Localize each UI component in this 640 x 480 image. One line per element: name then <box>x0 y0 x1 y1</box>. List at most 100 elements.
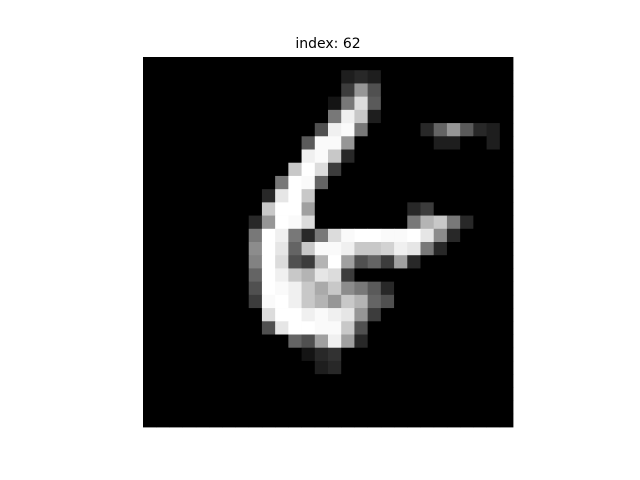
pixel <box>473 400 487 415</box>
pixel <box>301 136 316 150</box>
pixel <box>248 123 263 137</box>
pixel <box>288 57 302 71</box>
pixel <box>407 321 421 335</box>
pixel <box>275 321 289 335</box>
pixel <box>288 294 302 309</box>
pixel <box>182 294 197 309</box>
pixel <box>195 109 210 124</box>
pixel <box>367 96 382 111</box>
pixel <box>367 347 382 362</box>
pixel <box>433 215 448 230</box>
pixel <box>407 255 421 269</box>
pixel <box>261 268 276 283</box>
pixel <box>380 228 395 243</box>
pixel <box>328 400 342 415</box>
pixel <box>499 308 514 322</box>
pixel <box>209 294 223 309</box>
pixel <box>235 360 250 375</box>
pixel <box>222 360 236 375</box>
pixel <box>314 136 329 150</box>
pixel <box>275 70 289 84</box>
pixel <box>433 400 448 415</box>
pixel <box>460 321 474 335</box>
pixel <box>182 268 197 283</box>
pixel <box>328 268 342 283</box>
pixel <box>473 109 487 124</box>
pixel <box>195 308 210 322</box>
pixel <box>275 136 289 150</box>
pixel <box>288 308 302 322</box>
pixel <box>420 96 435 111</box>
pixel <box>473 123 487 137</box>
pixel <box>156 294 170 309</box>
pixel <box>354 57 369 71</box>
pixel <box>420 374 435 388</box>
pixel <box>341 374 355 388</box>
pixel <box>195 374 210 388</box>
pixel <box>473 215 487 230</box>
pixel <box>248 83 263 98</box>
pixel <box>486 162 501 177</box>
pixel <box>261 360 276 375</box>
pixel <box>275 268 289 283</box>
pixel <box>288 374 302 388</box>
pixel <box>433 189 448 203</box>
pixel <box>394 175 408 190</box>
pixel <box>433 123 448 137</box>
pixel <box>394 57 408 71</box>
pixel <box>446 347 461 362</box>
pixel <box>341 70 355 84</box>
pixel <box>341 228 355 243</box>
pixel <box>394 255 408 269</box>
pixel <box>288 347 302 362</box>
pixel <box>486 149 501 164</box>
pixel <box>182 242 197 256</box>
pixel <box>380 242 395 256</box>
pixel <box>288 413 302 428</box>
pixel <box>446 123 461 137</box>
pixel <box>235 202 250 216</box>
pixel <box>182 387 197 401</box>
pixel <box>209 149 223 164</box>
pixel <box>394 83 408 98</box>
pixel <box>314 268 329 283</box>
pixel <box>328 202 342 216</box>
pixel <box>143 70 157 84</box>
pixel <box>275 360 289 375</box>
pixel <box>288 83 302 98</box>
pixel <box>156 215 170 230</box>
pixel <box>473 189 487 203</box>
pixel <box>473 136 487 150</box>
pixel <box>195 413 210 428</box>
pixel <box>460 281 474 296</box>
pixel <box>314 374 329 388</box>
pixel <box>394 189 408 203</box>
pixel <box>301 202 316 216</box>
pixel <box>182 189 197 203</box>
pixel <box>248 281 263 296</box>
pixel <box>275 175 289 190</box>
pixel <box>407 360 421 375</box>
pixel <box>486 400 501 415</box>
pixel <box>195 281 210 296</box>
pixel <box>209 387 223 401</box>
pixel <box>420 162 435 177</box>
pixel <box>420 334 435 349</box>
pixel <box>301 70 316 84</box>
pixel <box>473 387 487 401</box>
pixel <box>486 294 501 309</box>
pixel <box>261 400 276 415</box>
pixel <box>367 281 382 296</box>
pixel <box>288 334 302 349</box>
pixel <box>156 374 170 388</box>
pixel <box>156 123 170 137</box>
pixel <box>301 162 316 177</box>
pixel <box>169 242 184 256</box>
pixel <box>195 123 210 137</box>
pixel <box>195 96 210 111</box>
pixel <box>235 175 250 190</box>
pixel <box>222 347 236 362</box>
pixel <box>473 347 487 362</box>
pixel <box>407 83 421 98</box>
pixel <box>222 268 236 283</box>
